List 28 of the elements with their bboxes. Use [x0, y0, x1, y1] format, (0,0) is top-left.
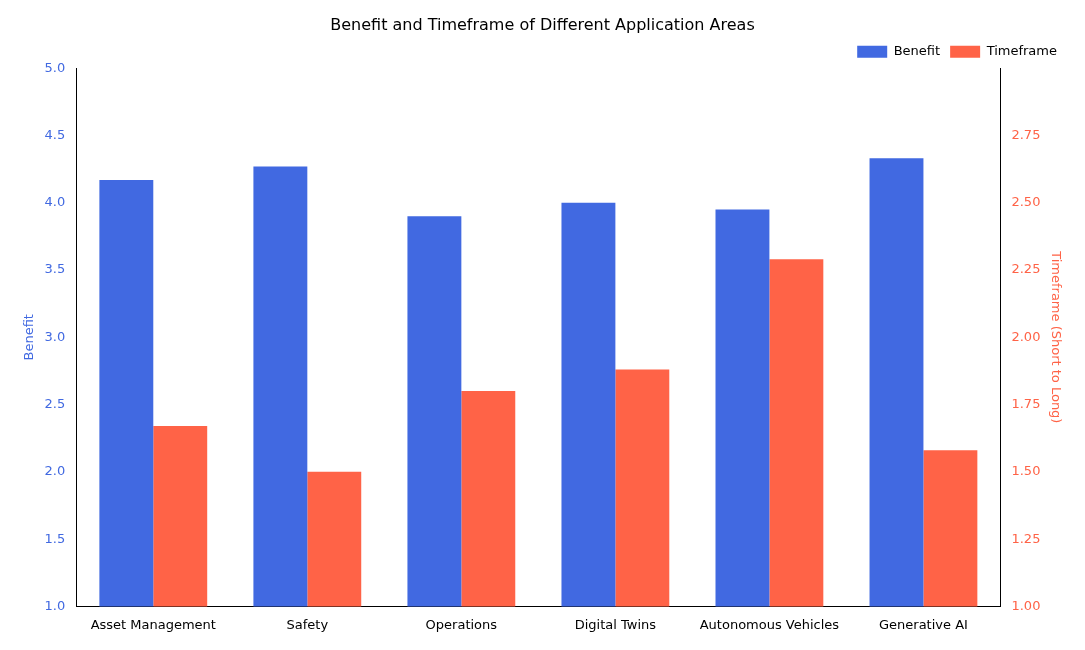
- chart-title: Benefit and Timeframe of Different Application Areas: [330, 14, 755, 34]
- y-tick-label: 2.5: [44, 395, 66, 411]
- y2-tick-label: 2.50: [1011, 194, 1041, 210]
- y-tick-label: 4.5: [44, 126, 66, 142]
- x-tick-label: Safety: [286, 616, 329, 632]
- y2-tick-label: 1.75: [1011, 395, 1041, 411]
- y-tick-label: 1.5: [44, 530, 66, 546]
- y-tick-label: 3.0: [44, 328, 66, 344]
- y2-tick-label: 2.25: [1011, 261, 1041, 277]
- x-tick-label: Asset Management: [90, 616, 216, 632]
- legend-label: Benefit: [893, 43, 941, 59]
- y2-axis-title: Timeframe (Short to Long): [1048, 250, 1064, 424]
- x-tick-label: Operations: [425, 616, 498, 632]
- y2-tick-label: 1.50: [1011, 463, 1041, 479]
- legend-label: Timeframe: [985, 43, 1058, 59]
- y-tick-label: 3.5: [44, 261, 66, 277]
- y-tick-label: 2.0: [44, 463, 66, 479]
- y2-tick-label: 1.00: [1011, 597, 1041, 613]
- x-tick-label: Generative AI: [878, 616, 968, 632]
- y2-tick-label: 2.75: [1011, 126, 1041, 142]
- x-tick-label: Digital Twins: [574, 616, 657, 632]
- y-tick-label: 5.0: [44, 59, 66, 75]
- x-tick-label: Autonomous Vehicles: [699, 616, 840, 632]
- y2-tick-label: 1.25: [1011, 530, 1041, 546]
- y-tick-label: 1.0: [44, 597, 66, 613]
- y-axis-title: Benefit: [21, 314, 37, 361]
- y-tick-label: 4.0: [44, 194, 66, 210]
- y2-tick-label: 2.00: [1011, 328, 1041, 344]
